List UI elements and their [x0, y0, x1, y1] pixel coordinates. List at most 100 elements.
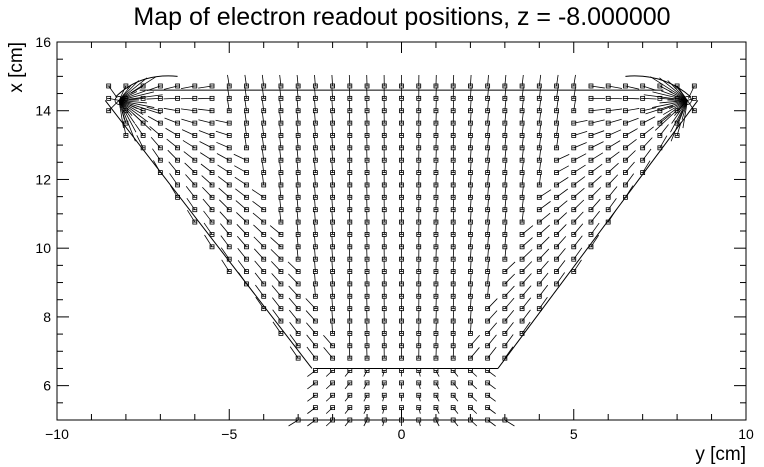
drift-line: [573, 199, 585, 210]
corner-fan-line: [118, 100, 144, 115]
drift-line: [235, 200, 247, 210]
drift-line: [184, 162, 196, 173]
drift-line: [382, 407, 385, 414]
drift-line: [470, 382, 478, 390]
corner-fan-line: [118, 80, 140, 101]
drift-line: [363, 382, 368, 390]
drift-line: [487, 382, 496, 390]
drift-line: [573, 187, 585, 198]
drift-line: [504, 273, 516, 285]
readout-cluster: [683, 96, 692, 105]
corner-fan-line: [670, 100, 688, 142]
drift-line: [418, 382, 421, 389]
corner-fan-line: [645, 100, 688, 115]
outline-arc-left: [115, 75, 178, 98]
y-axis-label: x [cm]: [6, 42, 27, 93]
drift-line: [344, 419, 351, 427]
drift-line: [487, 310, 498, 322]
drift-line: [219, 211, 230, 223]
drift-line: [504, 261, 516, 272]
corner-fan-line: [118, 76, 157, 101]
drift-line: [236, 224, 247, 235]
drift-line: [219, 199, 230, 210]
drift-line: [253, 236, 264, 248]
drift-line: [521, 237, 533, 248]
drift-line: [452, 395, 459, 402]
drift-line: [487, 394, 496, 402]
drift-line: [521, 249, 533, 260]
drift-line: [418, 419, 421, 427]
y-tick-label: 12: [35, 171, 51, 187]
drift-line: [305, 310, 316, 322]
drift-line: [418, 370, 421, 377]
drift-line: [556, 224, 567, 235]
drift-line: [382, 419, 385, 427]
drift-line: [325, 370, 333, 377]
drift-line: [487, 370, 496, 377]
drift-line: [363, 407, 368, 414]
drift-line: [435, 419, 440, 427]
x-axis-label: y [cm]: [695, 444, 746, 465]
drift-line: [382, 370, 385, 377]
y-tick-label: 16: [35, 34, 51, 50]
drift-line: [167, 149, 178, 161]
corner-fan-line: [118, 100, 149, 123]
corner-fan-line: [118, 100, 136, 124]
drift-line: [418, 407, 421, 414]
drift-line: [202, 198, 213, 210]
drift-line: [325, 419, 333, 427]
drift-line: [305, 298, 316, 309]
drift-line: [539, 224, 550, 235]
drift-line: [487, 419, 496, 427]
drift-line: [363, 395, 368, 402]
x-tick-label: 5: [570, 426, 578, 442]
drift-line: [435, 382, 440, 390]
drift-line: [287, 261, 299, 272]
corner-fan-line: [650, 76, 688, 101]
drift-line: [642, 137, 653, 149]
drift-line: [573, 211, 584, 223]
corner-fan-line: [118, 100, 147, 104]
drift-line: [435, 395, 440, 402]
x-tick-label: 0: [398, 426, 406, 442]
drift-line: [556, 212, 568, 223]
drift-line: [590, 187, 602, 198]
drift-line: [504, 285, 515, 297]
corner-fan-line: [643, 94, 688, 101]
x-tick-label: −5: [221, 426, 237, 442]
drift-line: [288, 285, 299, 297]
detector-outline: [104, 75, 699, 369]
corner-fan-line: [118, 94, 163, 101]
x-tick-label: 10: [738, 426, 754, 442]
drift-line: [288, 297, 299, 309]
plot-area: [106, 74, 697, 427]
drift-line: [625, 150, 636, 161]
corner-fan-line: [118, 91, 155, 101]
drift-line: [270, 249, 282, 260]
x-axis: −10 −5 0 5 10: [45, 42, 754, 442]
corner-fan-line: [652, 91, 688, 101]
drift-line: [325, 407, 333, 414]
drift-line: [452, 407, 459, 414]
outline-arc-right: [625, 75, 692, 98]
drift-line: [470, 419, 478, 427]
drift-line: [521, 273, 532, 285]
drift-line: [344, 395, 351, 402]
corner-fan-line: [659, 77, 688, 101]
drift-line: [307, 382, 316, 390]
drift-line: [307, 407, 316, 414]
corner-fan-line: [654, 100, 688, 131]
drift-line: [201, 175, 213, 186]
drift-line: [344, 370, 351, 377]
chart-title: Map of electron readout positions, z = -…: [133, 3, 670, 31]
drift-line: [590, 198, 601, 210]
drift-line: [236, 212, 247, 223]
corner-fan-line: [670, 100, 688, 133]
corner-fan-line: [659, 100, 688, 104]
y-tick-label: 6: [43, 378, 51, 394]
drift-line: [185, 174, 196, 186]
drift-line: [504, 297, 515, 309]
drift-line: [418, 395, 421, 402]
y-tick-label: 10: [35, 240, 51, 256]
